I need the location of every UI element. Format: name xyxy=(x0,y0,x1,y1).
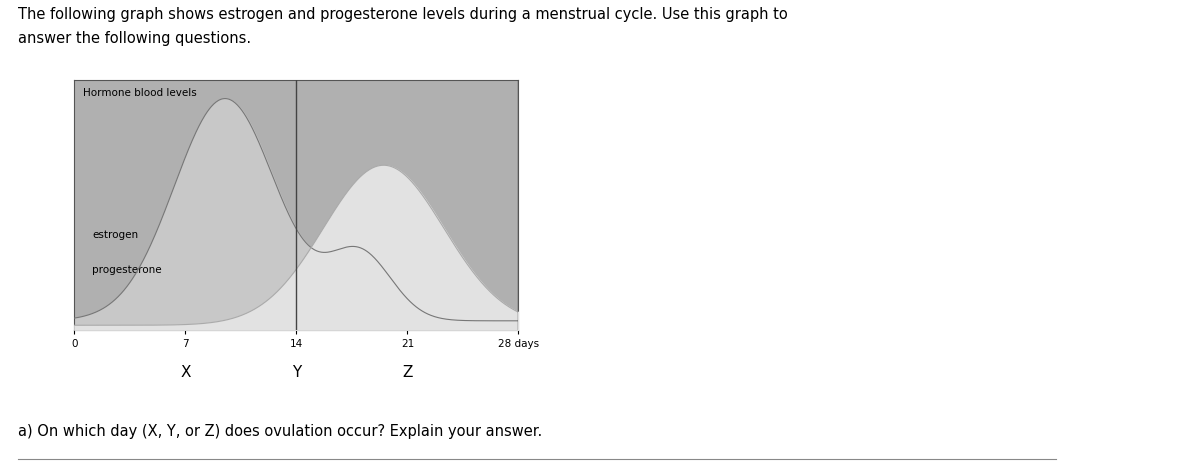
Text: Y: Y xyxy=(292,365,301,380)
Text: Z: Z xyxy=(402,365,413,380)
Text: The following graph shows estrogen and progesterone levels during a menstrual cy: The following graph shows estrogen and p… xyxy=(18,7,787,22)
Text: estrogen: estrogen xyxy=(92,230,138,240)
Text: progesterone: progesterone xyxy=(92,265,162,275)
Text: a) On which day (X, Y, or Z) does ovulation occur? Explain your answer.: a) On which day (X, Y, or Z) does ovulat… xyxy=(18,424,542,439)
Text: X: X xyxy=(180,365,191,380)
Text: Hormone blood levels: Hormone blood levels xyxy=(83,88,197,97)
Text: answer the following questions.: answer the following questions. xyxy=(18,31,251,46)
